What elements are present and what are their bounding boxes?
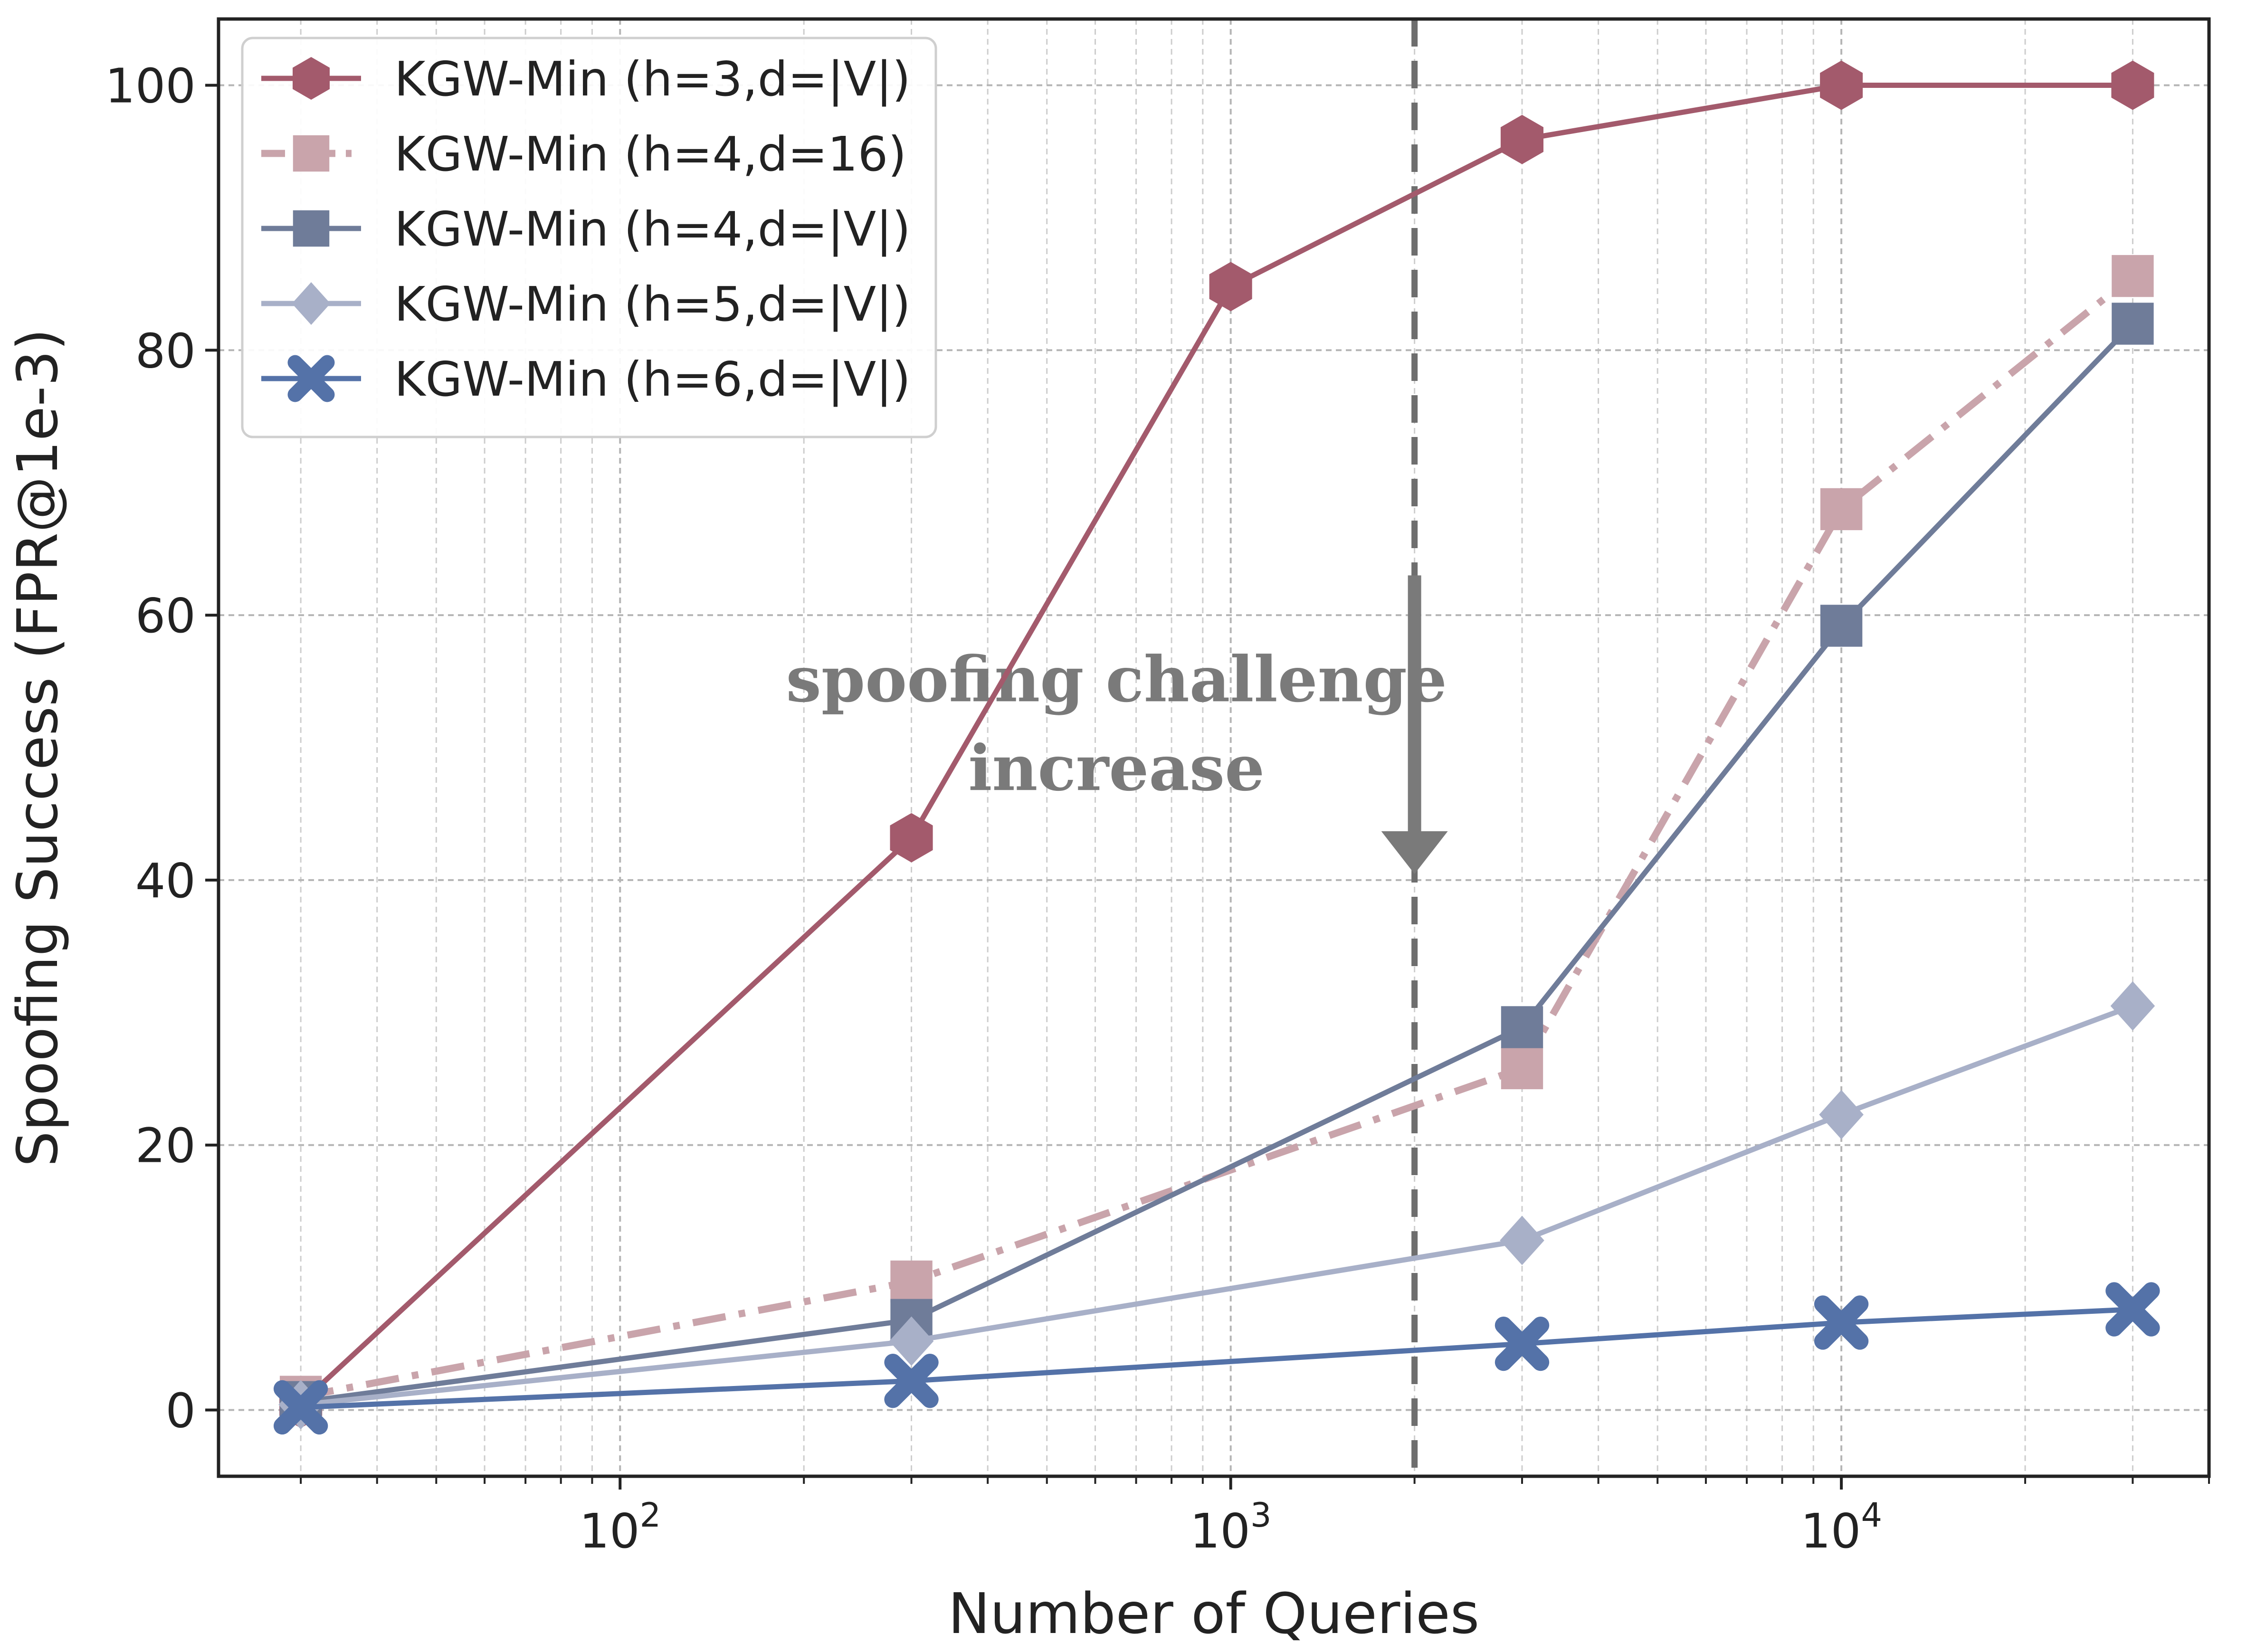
x-marker-stroke xyxy=(884,1353,939,1408)
diamond-marker xyxy=(889,1316,934,1366)
annotation: spoofing challenge increase xyxy=(786,575,1448,874)
square-marker xyxy=(1820,605,1863,647)
square-marker xyxy=(2112,303,2154,345)
x-marker-stroke xyxy=(287,355,335,402)
legend-item-1: KGW-Min (h=3,d=|V|) xyxy=(261,51,911,107)
hexagon-marker xyxy=(2111,60,2154,110)
legend-label: KGW-Min (h=4,d=16) xyxy=(394,126,906,182)
series-line xyxy=(300,1307,2133,1410)
legend-box xyxy=(241,37,937,438)
hexagon-marker xyxy=(1500,114,1543,164)
y-tick-label: 20 xyxy=(135,1118,196,1174)
x-marker-stroke xyxy=(273,1380,328,1435)
square-marker xyxy=(1501,1006,1543,1048)
y-tick-label: 80 xyxy=(135,323,196,379)
annotation-text-line-2: increase xyxy=(968,731,1265,805)
x-tick-label-base: 10 xyxy=(1800,1503,1861,1559)
legend-item-4: KGW-Min (h=5,d=|V|) xyxy=(261,276,911,332)
x-tick-label-exponent: 3 xyxy=(1250,1496,1272,1535)
x-tick-label-base: 10 xyxy=(1190,1503,1250,1559)
legend-item-2: KGW-Min (h=4,d=16) xyxy=(261,126,906,182)
x-tick-label-exponent: 4 xyxy=(1861,1496,1882,1535)
square-marker xyxy=(1820,488,1863,531)
x-marker xyxy=(1814,1295,1869,1350)
x-tick-label: 103 xyxy=(1190,1496,1272,1559)
series-layer xyxy=(273,60,2160,1435)
series-line xyxy=(300,322,2135,1405)
hexagon-marker xyxy=(890,813,933,863)
y-tick-label: 100 xyxy=(105,58,196,114)
square-marker xyxy=(890,1260,933,1303)
legend-label: KGW-Min (h=4,d=|V|) xyxy=(394,201,911,257)
y-tick-label: 0 xyxy=(165,1383,196,1439)
x-marker xyxy=(273,1380,328,1435)
diamond-marker xyxy=(292,282,331,325)
plot-area-frame xyxy=(217,17,2211,1478)
series-line xyxy=(299,83,2133,1405)
legend-item-5: KGW-Min (h=6,d=|V|) xyxy=(261,351,911,407)
annotation-arrow-head xyxy=(1381,831,1448,874)
series-line xyxy=(300,273,2135,1401)
square-marker xyxy=(293,210,330,247)
diamond-marker xyxy=(1500,1215,1544,1265)
x-marker-stroke xyxy=(1814,1295,1869,1350)
y-axis-label: Spoofing Success (FPR@1e-3) xyxy=(5,329,70,1167)
legend: KGW-Min (h=3,d=|V|) KGW-Min (h=4,d=16) KGW… xyxy=(241,37,937,438)
x-marker xyxy=(2105,1282,2160,1337)
y-tick-label: 60 xyxy=(135,588,196,644)
annotation-text-line-1: spoofing challenge xyxy=(786,643,1447,716)
legend-item-3: KGW-Min (h=4,d=|V|) xyxy=(261,201,911,257)
hexagon-marker xyxy=(1820,60,1863,110)
x-marker-stroke xyxy=(1495,1316,1550,1371)
x-tick-label: 104 xyxy=(1800,1496,1882,1559)
y-tick-label: 40 xyxy=(135,853,196,909)
x-marker xyxy=(884,1353,939,1408)
series-5 xyxy=(273,1282,2160,1435)
x-marker xyxy=(287,355,335,402)
square-marker xyxy=(1501,1047,1543,1090)
square-marker xyxy=(2112,255,2154,297)
x-marker-stroke xyxy=(2105,1282,2160,1337)
x-axis-label: Number of Queries xyxy=(948,1581,1479,1646)
legend-label: KGW-Min (h=5,d=|V|) xyxy=(394,276,911,332)
hexagon-marker xyxy=(1209,262,1252,312)
x-tick-label-exponent: 2 xyxy=(640,1496,661,1535)
series-3 xyxy=(279,303,2154,1424)
x-marker xyxy=(1495,1316,1550,1371)
diamond-marker xyxy=(1819,1090,1864,1139)
legend-label: KGW-Min (h=6,d=|V|) xyxy=(394,351,911,407)
hexagon-marker xyxy=(293,57,330,100)
x-tick-label-base: 10 xyxy=(579,1503,639,1559)
x-tick-label: 102 xyxy=(579,1496,661,1559)
legend-label: KGW-Min (h=3,d=|V|) xyxy=(394,51,911,107)
diamond-marker xyxy=(2110,981,2155,1031)
square-marker xyxy=(293,135,330,172)
